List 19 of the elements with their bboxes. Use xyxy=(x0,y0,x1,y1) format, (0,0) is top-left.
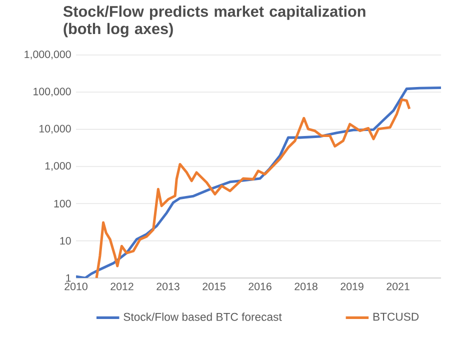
y-tick-label: 100,000 xyxy=(34,88,71,97)
y-tick-label: 100 xyxy=(54,200,71,208)
y-tick-label: 1 xyxy=(66,274,71,282)
x-tick-label: 2016 xyxy=(248,282,272,290)
x-tick-label: 2019 xyxy=(340,282,364,290)
y-tick-label: 10,000 xyxy=(39,124,71,134)
chart-title: Stock/Flow predicts market capitalization (both log axes) xyxy=(63,6,366,38)
y-tick-label: 10 xyxy=(60,237,71,245)
line-series xyxy=(95,98,411,278)
x-tick-label: 2012 xyxy=(110,282,134,290)
y-tick-label: 1,000,000 xyxy=(24,50,71,60)
legend-label: Stock/Flow based BTC forecast xyxy=(124,312,282,321)
y-tick-label: 1,000 xyxy=(45,162,71,171)
x-tick-label: 2010 xyxy=(64,282,88,290)
x-tick-label: 2015 xyxy=(202,282,226,290)
legend-label: BTCUSD xyxy=(373,312,419,321)
x-tick-label: 2021 xyxy=(386,282,410,290)
x-tick-label: 2013 xyxy=(156,282,180,290)
x-tick-label: 2018 xyxy=(294,282,318,290)
